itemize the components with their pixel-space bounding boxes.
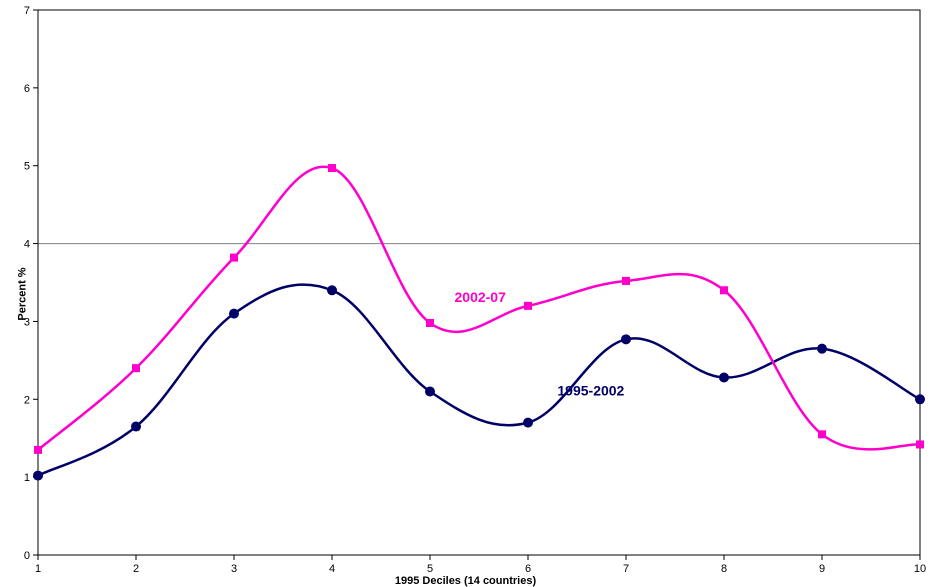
y-axis-title: Percent % (17, 267, 29, 320)
data-point (425, 387, 435, 397)
data-point (720, 286, 728, 294)
y-tick-label: 7 (24, 5, 30, 17)
data-point (132, 364, 140, 372)
series-label-s1995_2002: 1995-2002 (557, 382, 624, 398)
data-point (622, 277, 630, 285)
x-tick-label: 5 (427, 563, 433, 575)
y-tick-label: 4 (24, 239, 30, 251)
x-tick-label: 6 (525, 563, 531, 575)
x-axis-title: 1995 Deciles (14 countries) (0, 575, 931, 587)
y-tick-label: 5 (24, 161, 30, 173)
data-point (916, 440, 924, 448)
chart-container: 01234567123456789101995-20022002-07 Perc… (0, 0, 931, 587)
data-point (523, 418, 533, 428)
y-tick-label: 2 (24, 394, 30, 406)
data-point (34, 446, 42, 454)
x-tick-label: 10 (914, 563, 926, 575)
data-point (229, 309, 239, 319)
y-tick-label: 0 (24, 550, 30, 562)
data-point (817, 344, 827, 354)
data-point (33, 471, 43, 481)
data-point (131, 422, 141, 432)
x-tick-label: 7 (623, 563, 629, 575)
series-label-s2002_07: 2002-07 (455, 289, 507, 305)
x-tick-label: 8 (721, 563, 727, 575)
data-point (426, 319, 434, 327)
data-point (230, 254, 238, 262)
data-point (328, 164, 336, 172)
line-chart: 01234567123456789101995-20022002-07 (0, 0, 931, 587)
x-tick-label: 1 (35, 563, 41, 575)
data-point (621, 334, 631, 344)
y-tick-label: 6 (24, 83, 30, 95)
data-point (524, 302, 532, 310)
x-tick-label: 2 (133, 563, 139, 575)
data-point (915, 394, 925, 404)
x-tick-label: 3 (231, 563, 237, 575)
x-tick-label: 4 (329, 563, 335, 575)
x-tick-label: 9 (819, 563, 825, 575)
data-point (327, 285, 337, 295)
data-point (719, 372, 729, 382)
y-tick-label: 1 (24, 472, 30, 484)
data-point (818, 430, 826, 438)
